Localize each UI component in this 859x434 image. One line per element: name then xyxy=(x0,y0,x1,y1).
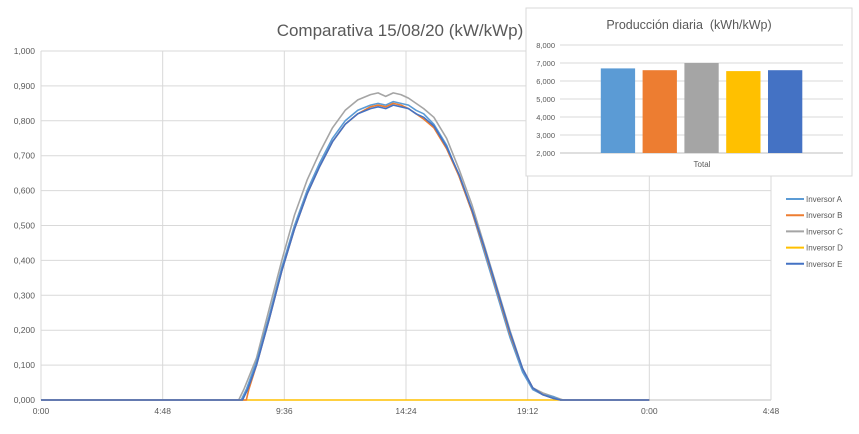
legend-label: Inversor E xyxy=(806,260,842,269)
inset-bar-chart: Producción diaria (kWh/kWp) 2,000 3,000 4,… xyxy=(525,7,853,177)
inset-y-tick-label: 6,000 xyxy=(536,77,555,86)
legend-label: Inversor C xyxy=(806,227,843,236)
inset-y-tick-label: 8,000 xyxy=(536,41,555,50)
main-y-tick-label: 0,700 xyxy=(14,151,36,161)
inset-y-tick-label: 3,000 xyxy=(536,131,555,140)
inset-chart-title: Producción diaria (kWh/kWp) xyxy=(606,18,771,32)
legend-item: Inversor B xyxy=(786,211,842,220)
main-chart-title: Comparativa 15/08/20 (kW/kWp) xyxy=(277,21,524,40)
main-x-tick-label: 14:24 xyxy=(395,406,417,416)
main-x-tick-label: 0:00 xyxy=(641,406,658,416)
main-y-tick-label: 0,600 xyxy=(14,186,36,196)
legend-label: Inversor B xyxy=(806,211,842,220)
inset-category-label: Total xyxy=(694,160,711,169)
inset-bars xyxy=(600,63,803,153)
legend-label: Inversor A xyxy=(806,195,843,204)
series-line-inversor-e xyxy=(41,104,650,401)
main-x-axis: 0:00 4:48 9:36 14:24 19:12 0:00 4:48 xyxy=(33,406,780,416)
main-x-tick-label: 4:48 xyxy=(154,406,171,416)
main-y-tick-label: 0,200 xyxy=(14,325,36,335)
main-y-tick-label: 0,400 xyxy=(14,255,36,265)
main-y-tick-label: 0,900 xyxy=(14,81,36,91)
main-x-tick-label: 0:00 xyxy=(33,406,50,416)
main-y-tick-label: 0,100 xyxy=(14,360,36,370)
bar-inversor-c xyxy=(684,63,719,153)
legend-item: Inversor D xyxy=(786,244,843,253)
main-plot-area xyxy=(41,92,650,401)
main-y-tick-label: 0,000 xyxy=(14,395,36,405)
main-x-tick-label: 4:48 xyxy=(763,406,780,416)
legend-item: Inversor E xyxy=(786,260,842,269)
main-y-tick-label: 1,000 xyxy=(14,46,36,56)
main-x-tick-label: 19:12 xyxy=(517,406,539,416)
bar-inversor-b xyxy=(642,70,677,153)
inset-y-axis: 2,000 3,000 4,000 5,000 6,000 7,000 8,000 xyxy=(536,41,555,158)
bar-inversor-d xyxy=(726,71,761,153)
legend-item: Inversor C xyxy=(786,227,843,236)
legend: Inversor A Inversor B Inversor C Inversor D… xyxy=(786,195,843,269)
inset-y-tick-label: 7,000 xyxy=(536,59,555,68)
inset-y-tick-label: 4,000 xyxy=(536,113,555,122)
legend-label: Inversor D xyxy=(806,244,843,253)
main-y-tick-label: 0,300 xyxy=(14,290,36,300)
bar-inversor-a xyxy=(600,68,636,153)
inset-y-tick-label: 5,000 xyxy=(536,95,555,104)
legend-item: Inversor A xyxy=(786,195,843,204)
main-y-tick-label: 0,500 xyxy=(14,221,36,231)
main-y-axis: 0,000 0,100 0,200 0,300 0,400 0,500 0,600 0,700… xyxy=(14,46,36,405)
inset-y-tick-label: 2,000 xyxy=(536,149,555,158)
series-line-inversor-a xyxy=(41,100,650,401)
bar-inversor-e xyxy=(768,70,803,153)
main-x-tick-label: 9:36 xyxy=(276,406,293,416)
main-y-tick-label: 0,800 xyxy=(14,116,36,126)
